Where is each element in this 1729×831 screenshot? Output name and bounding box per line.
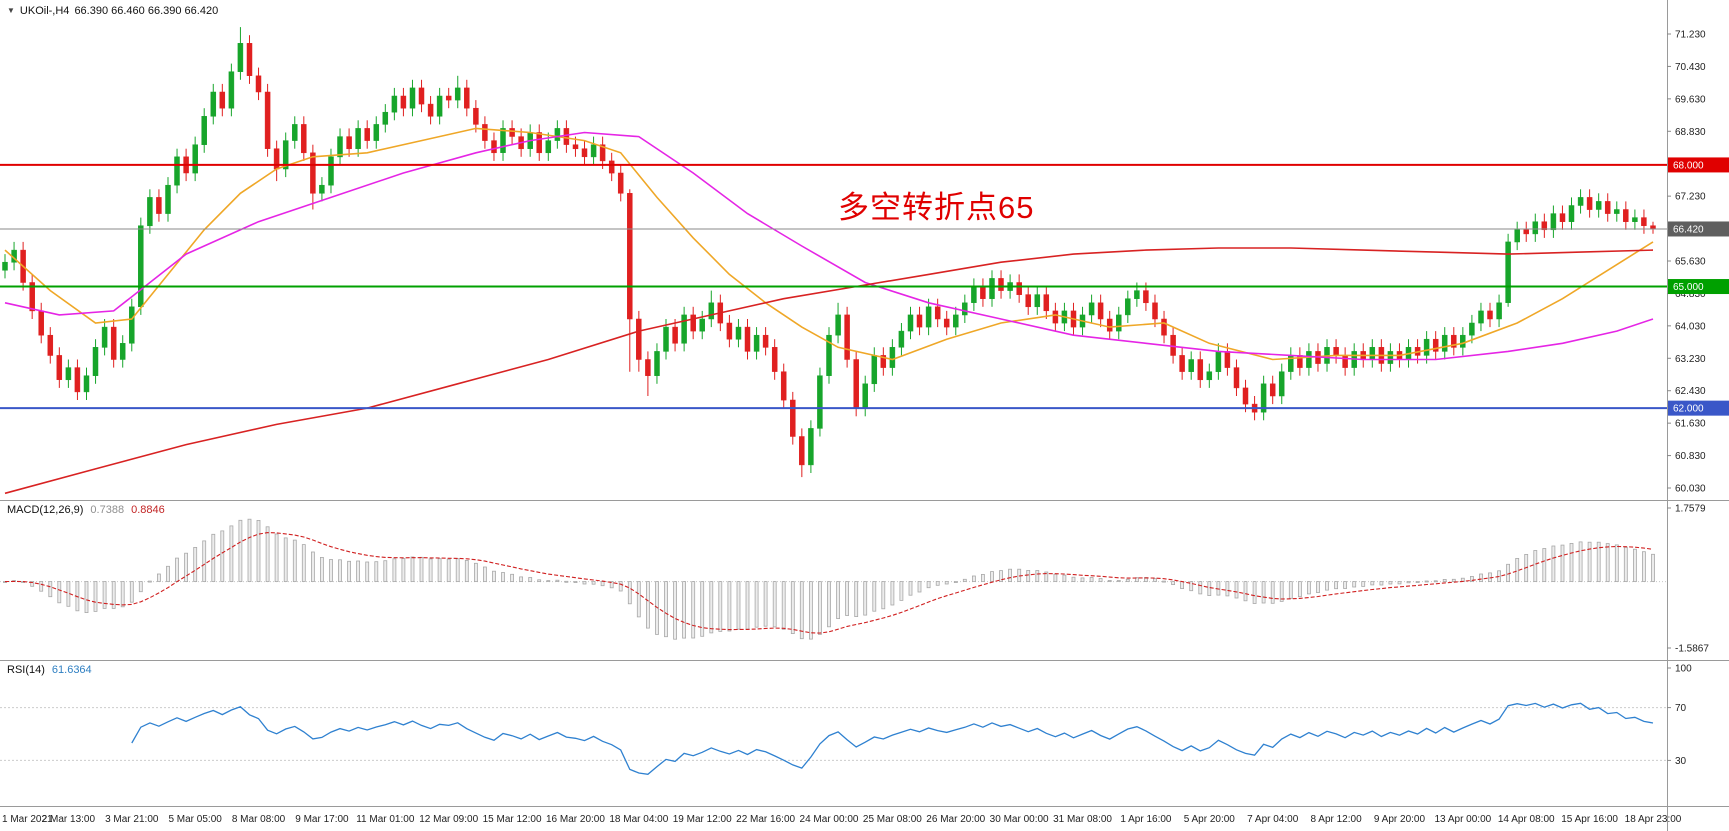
price-badge-62.000 xyxy=(1668,400,1729,416)
price-badge-68.000 xyxy=(1668,157,1729,173)
time-tick: 3 Mar 21:00 xyxy=(105,814,159,825)
rsi-panel[interactable]: 100 70 30 xyxy=(0,664,1692,775)
time-tick: 9 Mar 17:00 xyxy=(295,814,349,825)
price-level-lines[interactable] xyxy=(0,163,1667,410)
price-tick: 64.030 xyxy=(1675,321,1706,332)
price-tick: 61.630 xyxy=(1675,419,1706,430)
time-tick: 13 Apr 00:00 xyxy=(1434,814,1491,825)
candles[interactable] xyxy=(2,27,1656,478)
rsi-tick: 30 xyxy=(1675,756,1687,767)
time-tick: 19 Mar 12:00 xyxy=(673,814,732,825)
macd-name: MACD(12,26,9) xyxy=(7,504,84,516)
time-tick: 15 Apr 16:00 xyxy=(1561,814,1618,825)
time-tick: 8 Mar 08:00 xyxy=(232,814,286,825)
time-tick: 26 Mar 20:00 xyxy=(926,814,985,825)
time-tick: 11 Mar 01:00 xyxy=(356,814,415,825)
macd-indicator-label: MACD(12,26,9) 0.7388 0.8846 xyxy=(7,504,165,516)
rsi-value: 61.6364 xyxy=(51,664,92,676)
time-tick: 12 Mar 09:00 xyxy=(419,814,478,825)
price-badge-65.000 xyxy=(1668,279,1729,295)
price-tick: 60.030 xyxy=(1675,484,1706,495)
rsi-indicator-label: RSI(14) 61.6364 xyxy=(7,664,92,676)
time-tick: 5 Apr 20:00 xyxy=(1184,814,1236,825)
chart-header: ▼ UKOil-,H4 66.390 66.460 66.390 66.420 xyxy=(7,5,218,17)
price-tick: 68.830 xyxy=(1675,127,1706,138)
price-tick: 65.630 xyxy=(1675,257,1706,268)
price-tick: 62.430 xyxy=(1675,386,1706,397)
time-tick: 25 Mar 08:00 xyxy=(863,814,922,825)
time-tick: 16 Mar 20:00 xyxy=(546,814,605,825)
rsi-tick: 70 xyxy=(1675,703,1687,714)
time-tick: 30 Mar 00:00 xyxy=(990,814,1049,825)
macd-tick: 1.7579 xyxy=(1675,504,1706,515)
ma-red-line[interactable] xyxy=(4,247,1654,495)
price-badge-66.420 xyxy=(1668,221,1729,237)
svg-text:68.000: 68.000 xyxy=(1673,160,1704,171)
price-tick: 67.230 xyxy=(1675,192,1706,203)
time-tick: 24 Mar 00:00 xyxy=(800,814,859,825)
ohlc-values: 66.390 66.460 66.390 66.420 xyxy=(74,5,219,17)
time-tick: 15 Mar 12:00 xyxy=(483,814,542,825)
svg-text:66.420: 66.420 xyxy=(1673,224,1704,235)
symbol-title: UKOil-,H4 xyxy=(19,5,70,17)
macd-panel[interactable]: 1.7579 -1.5867 xyxy=(0,504,1709,655)
time-tick: 7 Apr 04:00 xyxy=(1247,814,1299,825)
ma-orange-line[interactable] xyxy=(4,127,1654,361)
rsi-tick: 100 xyxy=(1675,664,1692,675)
time-tick: 9 Apr 20:00 xyxy=(1374,814,1426,825)
price-tick: 69.630 xyxy=(1675,94,1706,105)
time-tick: 2 Mar 13:00 xyxy=(42,814,96,825)
time-tick: 1 Mar 2021 xyxy=(2,814,53,825)
time-tick: 5 Mar 05:00 xyxy=(168,814,222,825)
price-tick: 64.830 xyxy=(1675,289,1706,300)
symbol-dropdown-icon[interactable]: ▼ xyxy=(7,5,15,15)
price-tick: 63.230 xyxy=(1675,354,1706,365)
svg-text:62.000: 62.000 xyxy=(1673,404,1704,415)
macd-signal-value: 0.8846 xyxy=(131,504,165,516)
price-tick: 70.430 xyxy=(1675,62,1706,73)
time-tick: 14 Apr 08:00 xyxy=(1498,814,1555,825)
price-axis[interactable]: 71.230 70.430 69.630 68.830 67.230 65.630 64.8… xyxy=(1667,30,1729,495)
price-tick: 60.830 xyxy=(1675,451,1706,462)
price-tick: 71.230 xyxy=(1675,30,1706,41)
svg-text:65.000: 65.000 xyxy=(1673,282,1704,293)
time-tick: 1 Apr 16:00 xyxy=(1120,814,1172,825)
time-tick: 8 Apr 12:00 xyxy=(1310,814,1362,825)
macd-tick: -1.5867 xyxy=(1675,644,1709,655)
time-tick: 18 Apr 23:00 xyxy=(1625,814,1682,825)
time-tick: 31 Mar 08:00 xyxy=(1053,814,1112,825)
rsi-line xyxy=(131,702,1654,775)
time-tick: 18 Mar 04:00 xyxy=(609,814,668,825)
chart-annotation: 多空转折点65 xyxy=(838,190,1035,225)
time-tick: 22 Mar 16:00 xyxy=(736,814,795,825)
macd-main-value: 0.7388 xyxy=(90,504,125,516)
ma-magenta-line[interactable] xyxy=(4,131,1654,361)
macd-signal-line xyxy=(4,532,1654,634)
rsi-name: RSI(14) xyxy=(7,664,45,676)
